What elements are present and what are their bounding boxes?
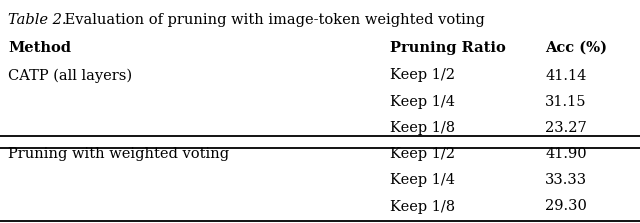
Text: 41.14: 41.14 — [545, 68, 586, 83]
Text: 33.33: 33.33 — [545, 173, 587, 187]
Text: Keep 1/4: Keep 1/4 — [390, 173, 455, 187]
Text: Keep 1/4: Keep 1/4 — [390, 95, 455, 109]
Text: Pruning with weighted voting: Pruning with weighted voting — [8, 147, 229, 161]
Text: Keep 1/2: Keep 1/2 — [390, 147, 455, 161]
Text: Keep 1/8: Keep 1/8 — [390, 121, 455, 135]
Text: Acc (%): Acc (%) — [545, 41, 607, 55]
Text: Keep 1/2: Keep 1/2 — [390, 68, 455, 83]
Text: 23.27: 23.27 — [545, 121, 587, 135]
Text: CATP (all layers): CATP (all layers) — [8, 68, 132, 83]
Text: Method: Method — [8, 41, 71, 55]
Text: Keep 1/8: Keep 1/8 — [390, 200, 455, 213]
Text: Evaluation of pruning with image-token weighted voting: Evaluation of pruning with image-token w… — [61, 13, 485, 27]
Text: 31.15: 31.15 — [545, 95, 586, 109]
Text: Table 2.: Table 2. — [8, 13, 67, 27]
Text: 29.30: 29.30 — [545, 200, 587, 213]
Text: Pruning Ratio: Pruning Ratio — [390, 41, 506, 55]
Text: 41.90: 41.90 — [545, 147, 587, 161]
